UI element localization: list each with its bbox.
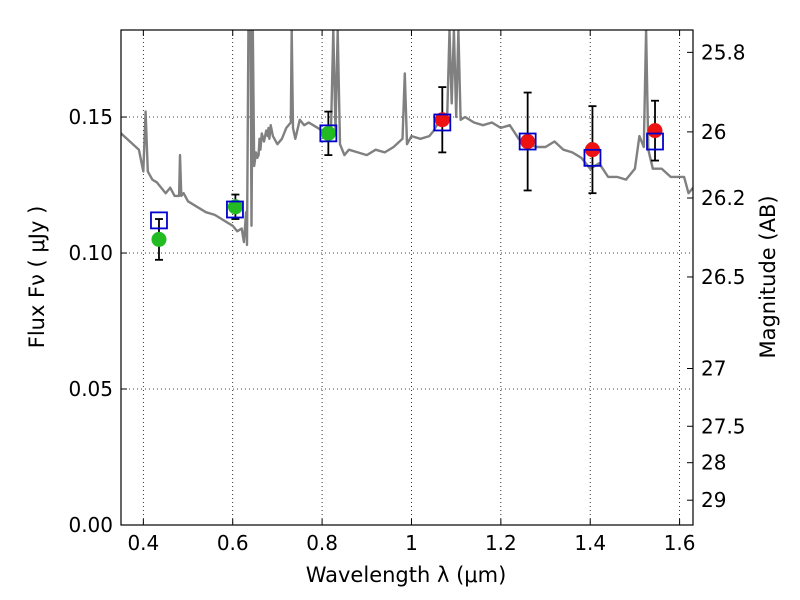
model-spectrum	[121, 30, 693, 247]
y-tick-label: 0.15	[68, 105, 113, 129]
model-photometry-square	[433, 113, 452, 132]
data-point	[520, 134, 536, 150]
x-axis-label: Wavelength λ (μm)	[306, 563, 507, 587]
data-point	[320, 125, 336, 141]
model-photometry-square	[226, 200, 244, 219]
plot-frame	[120, 29, 694, 526]
x-tick-label: 0.4	[127, 531, 159, 555]
y-tick-label: 0.10	[68, 241, 113, 265]
y2-axis-ticks: 25.8 26 26.2 26.5 27 27.5 28 29	[687, 40, 746, 512]
y2-tick-label: 25.8	[701, 40, 746, 64]
x-tick-label: 1.2	[485, 531, 517, 555]
model-photometry	[150, 113, 664, 230]
model-spectrum-line	[121, 30, 693, 247]
model-photometry-square	[583, 148, 602, 167]
data-point	[434, 112, 450, 128]
y2-tick-label: 27.5	[701, 414, 746, 438]
data-point	[227, 199, 243, 215]
y2-tick-label: 26	[701, 120, 726, 144]
y2-tick-label: 26.2	[701, 186, 746, 210]
model-photometry-square	[646, 132, 664, 151]
x-tick-label: 0.6	[217, 531, 249, 555]
x-tick-label: 1.4	[574, 531, 606, 555]
y2-tick-label: 26.5	[701, 265, 746, 289]
y-axis-label: Flux Fν ( μJy )	[25, 206, 49, 349]
model-photometry-square	[150, 211, 168, 230]
y2-tick-label: 28	[701, 451, 726, 475]
x-tick-label: 1.6	[664, 531, 696, 555]
data-point	[647, 123, 663, 139]
y-tick-label: 0.00	[68, 513, 113, 537]
y2-axis-label: Magnitude (AB)	[756, 195, 780, 358]
y2-tick-label: 29	[701, 488, 726, 512]
grid-lines	[121, 30, 693, 525]
y2-tick-label: 27	[701, 356, 726, 380]
x-tick-label: 0.8	[306, 531, 338, 555]
y-tick-label: 0.05	[68, 377, 113, 401]
data-point	[151, 231, 167, 247]
x-axis-ticks: 0.4 0.6 0.8 1 1.2 1.4 1.6	[127, 30, 696, 555]
data-points	[151, 112, 663, 247]
model-photometry-square	[319, 124, 338, 143]
x-tick-label: 1	[405, 531, 418, 555]
y-axis-ticks: 0.00 0.05 0.10 0.15	[68, 105, 127, 537]
model-photometry-square	[518, 132, 537, 151]
